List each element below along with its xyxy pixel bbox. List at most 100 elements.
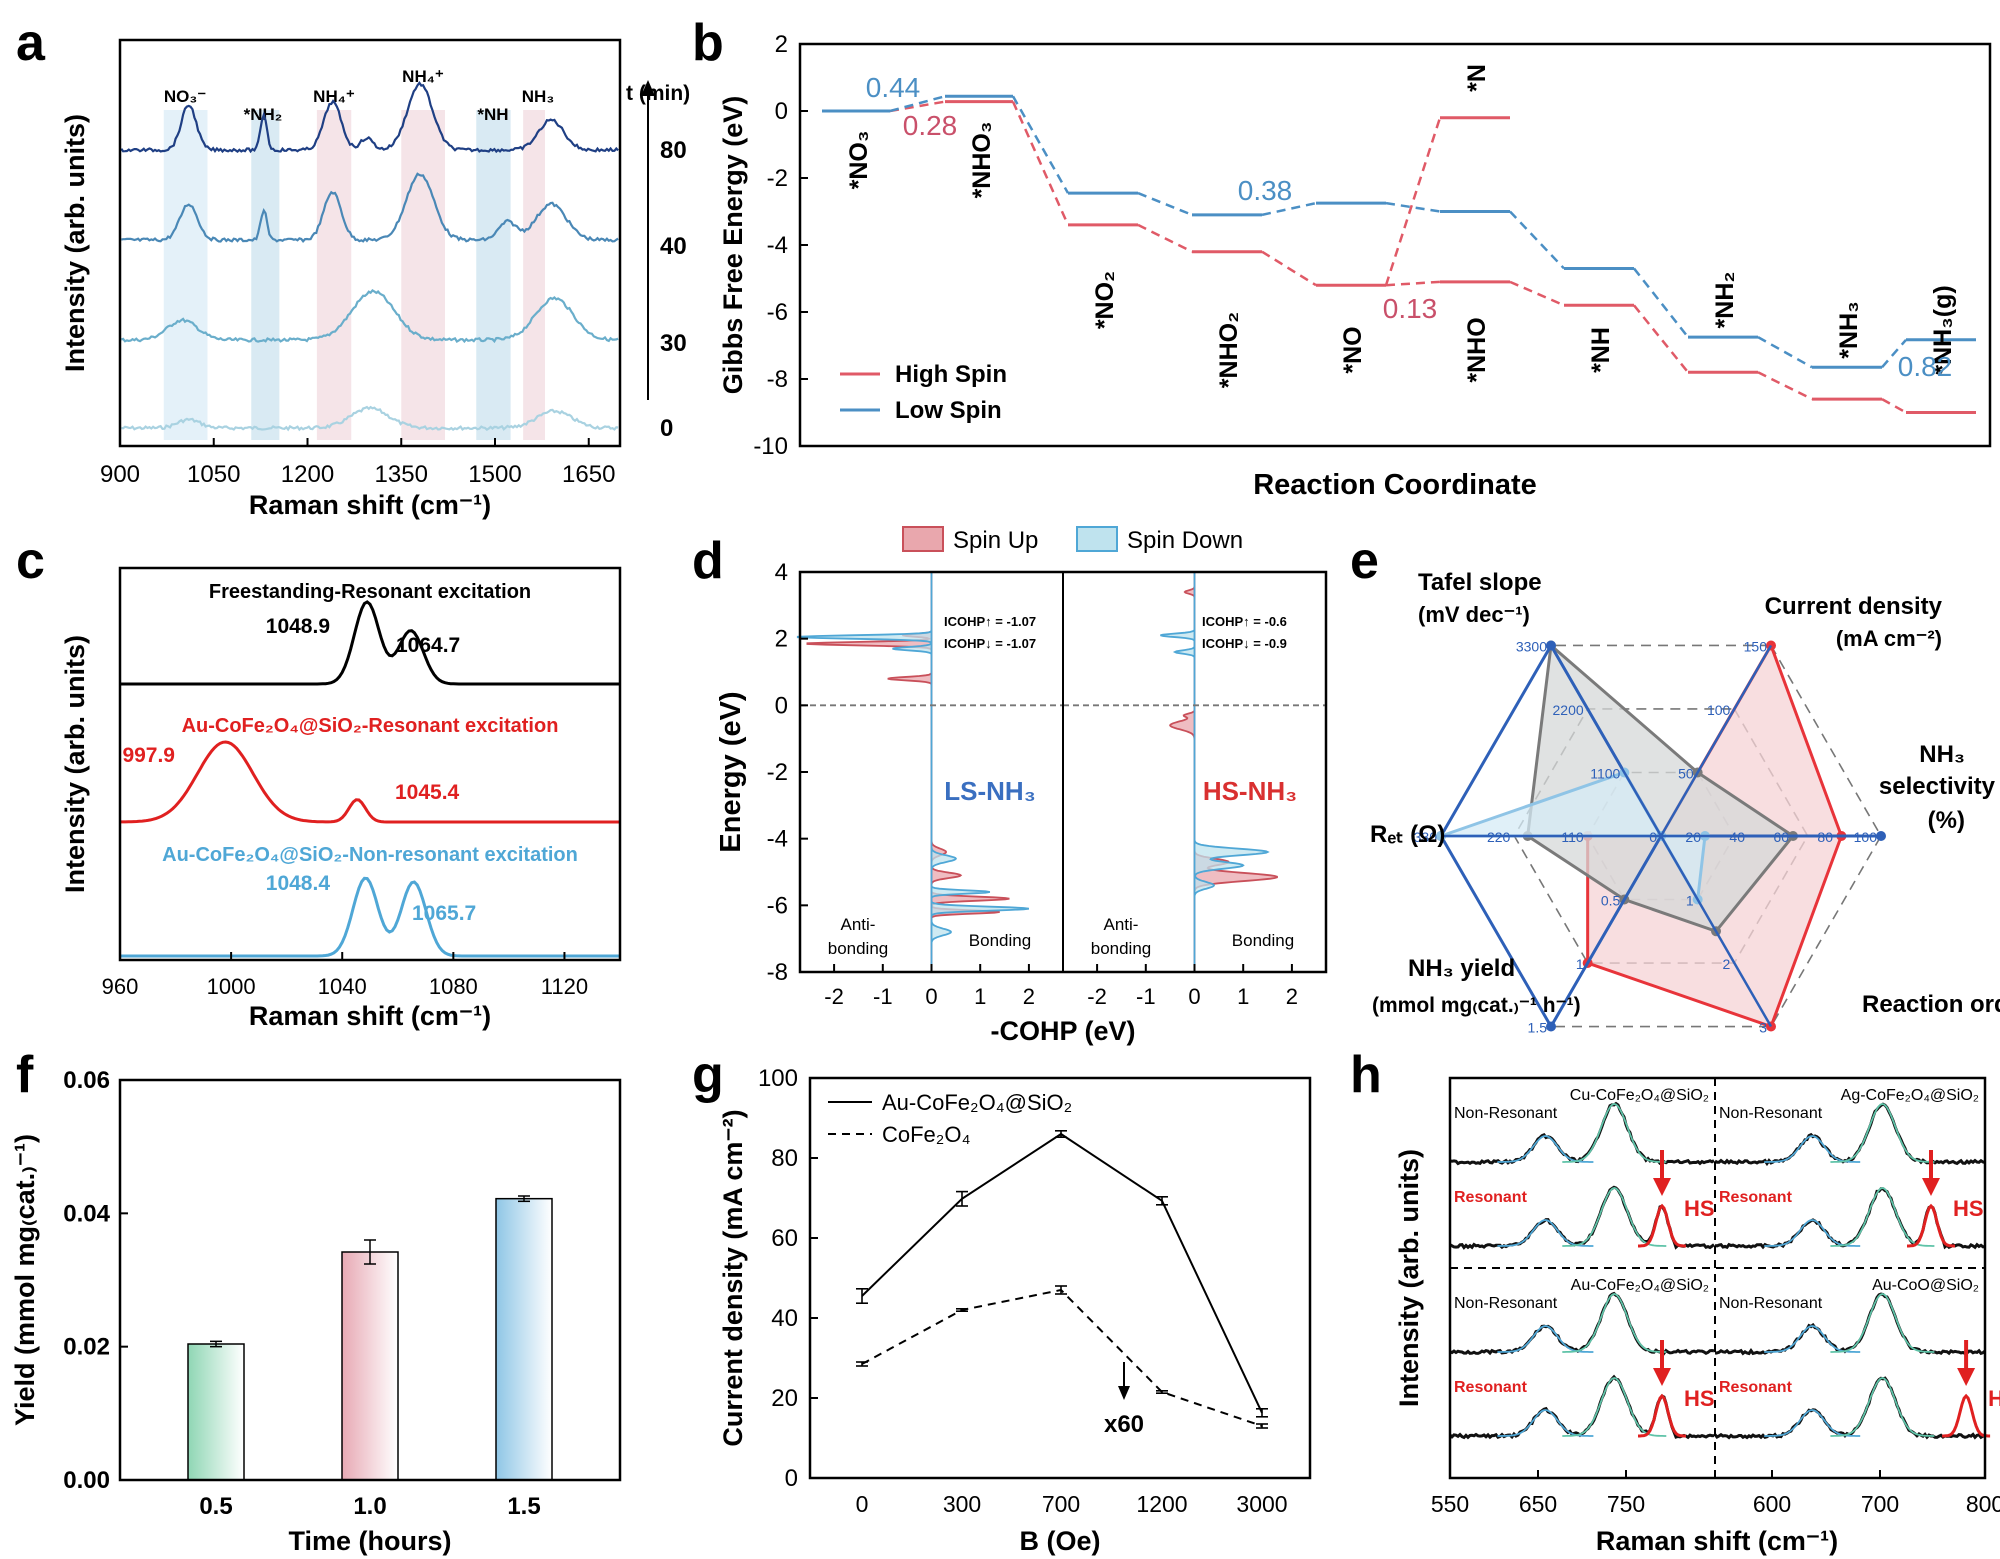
series-line-1 [861, 1288, 1263, 1427]
spectrum-line-t0 [121, 405, 619, 432]
axis-name: NH₃ [1919, 741, 1965, 768]
non-resonant-label: Non-Resonant [1454, 1295, 1558, 1312]
panel-g-current-density: Au-CoFe₂O₄@SiO₂ CoFe₂O₄ 0 20 40 60 80 100 0 300 70… [718, 1065, 1312, 1556]
energy-connector-0-8 [1757, 371, 1813, 401]
radar-tick-label: 220 [1487, 829, 1511, 845]
y-tick-label: 0.06 [63, 1067, 110, 1094]
x-tick-label: -2 [1087, 984, 1107, 1009]
series-title: Au-CoFe₂O₄@SiO₂-Resonant excitation [182, 715, 559, 737]
spectrum-line-t30 [121, 288, 619, 344]
axis-name: Current density [1765, 593, 1943, 620]
y-axis-label: Gibbs Free Energy (eV) [718, 96, 748, 395]
energy-connector-1-8 [1757, 336, 1813, 369]
annotation-arrow-head [1118, 1386, 1130, 1400]
energy-connector-1-6 [1509, 210, 1565, 270]
fit-component [1764, 1325, 1861, 1353]
x-tick-label: 3000 [1236, 1491, 1287, 1517]
x-tick-label: -2 [824, 984, 844, 1009]
y-tick-label: 0 [785, 1465, 798, 1492]
energy-connector-0-3 [1137, 223, 1193, 253]
radar-tick-label: 110 [1561, 829, 1584, 845]
axis-unit: (mA cm⁻²) [1836, 626, 1942, 651]
radar-tick-label: 330 [1414, 829, 1438, 845]
highlight-band [251, 110, 280, 440]
x-axis-label: -COHP (eV) [990, 1016, 1135, 1046]
axis-unit: (mmol mg₍cat.₎⁻¹ h⁻¹) [1372, 994, 1581, 1017]
fit-component [1497, 1325, 1594, 1353]
region-label: Bonding [969, 931, 1031, 950]
x-tick-label: 700 [1861, 1491, 1899, 1517]
species-label: *NO₃ [845, 131, 873, 190]
plot-frame [1448, 1076, 1987, 1480]
x-tick-label: 650 [1519, 1491, 1557, 1517]
peak-label: 1045.4 [395, 781, 460, 804]
y-tick-label: -2 [767, 165, 788, 192]
radar-tick-label: 2 [1723, 956, 1731, 972]
radar-tick-label: 1.5 [1528, 1020, 1548, 1036]
hs-arrow-head [1922, 1178, 1940, 1196]
y-axis-label: Intensity (arb. units) [60, 114, 90, 372]
fit-component [1830, 1293, 1935, 1353]
peak-label: 1064.7 [396, 634, 460, 657]
radar-tick-label: 3 [1759, 1020, 1767, 1036]
x-tick-label: 1 [1237, 984, 1249, 1009]
x-tick-label: 1050 [187, 461, 240, 488]
subpanel-title: HS-NH₃ [1203, 776, 1297, 806]
bar [341, 1251, 399, 1481]
hs-arrow-head [1653, 1178, 1671, 1196]
time-label: 30 [660, 330, 687, 357]
resonant-label: Resonant [1454, 1189, 1528, 1206]
radar-tick-label: 40 [1729, 829, 1745, 845]
x-tick-label: 0.5 [199, 1493, 232, 1520]
radar-tick-label: 20 [1685, 829, 1701, 845]
energy-connector-0-1 [889, 100, 946, 113]
species-label: *NH [1587, 327, 1615, 373]
peak-label: 1048.4 [266, 872, 331, 895]
hs-arrow-head [1653, 1368, 1671, 1386]
energy-barrier-label: 0.82 [1898, 351, 1953, 382]
hs-fit-component [1638, 1203, 1686, 1248]
time-label: 0 [660, 415, 673, 442]
x-tick-label: 1200 [1136, 1491, 1187, 1517]
panel-label-g: g [692, 1046, 724, 1104]
y-tick-label: 60 [771, 1225, 798, 1252]
y-axis-label: Intensity (arb. units) [1394, 1149, 1424, 1407]
panel-c-raman-excitation: Freestanding-Resonant excitation Au-CoFe₂… [60, 566, 622, 1031]
axis-name: Rₑₜ (Ω) [1370, 821, 1445, 848]
subpanel-title: LS-NH₃ [944, 776, 1035, 806]
species-label: *NHO [1463, 317, 1491, 382]
x-tick-label: 800 [1966, 1491, 2000, 1517]
y-tick-label: -6 [767, 299, 788, 326]
icohp-down-label: ICOHP↓ = -1.07 [944, 636, 1036, 651]
cohp-area-down [796, 572, 1030, 972]
hs-fit-component [1907, 1203, 1955, 1248]
x-tick-label: 1650 [562, 461, 615, 488]
highlight-band [523, 110, 545, 440]
energy-connector-1-1 [889, 95, 946, 113]
legend-label: High Spin [895, 361, 1007, 388]
icohp-up-label: ICOHP↑ = -0.6 [1202, 614, 1287, 629]
radar-tick-label: 0 [1649, 829, 1657, 845]
legend-label: Spin Up [953, 527, 1038, 554]
panel-b-gibbs-energy: 2 0 -2 -4 -6 -8 -10 Gibbs Free Energy (eV) React… [718, 31, 1992, 501]
y-tick-label: 80 [771, 1145, 798, 1172]
x-tick-label: 1.5 [507, 1493, 540, 1520]
hs-label: HS [1684, 1386, 1715, 1411]
panel-h-raman-fits: HS Non-Resonant Resonant Cu-CoFe₂O₄@SiO₂ HS N… [1394, 1076, 2000, 1556]
hs-arrow-head [1957, 1368, 1976, 1386]
x-axis-label: Raman shift (cm⁻¹) [1596, 1526, 1838, 1556]
y-tick-label: 0.02 [63, 1334, 110, 1361]
hs-fit-component [1942, 1393, 1991, 1438]
radar-tick-label: 2200 [1553, 702, 1584, 718]
hs-label: HS [1953, 1196, 1984, 1221]
hs-label: HS [1684, 1196, 1715, 1221]
energy-connector-0-2 [1011, 101, 1070, 226]
spectrum-line-1 [120, 740, 620, 824]
region-label: Anti- [841, 915, 876, 934]
x-tick-label: 750 [1607, 1491, 1645, 1517]
energy-connector-1-2 [1011, 95, 1070, 194]
x-tick-label: 300 [943, 1491, 981, 1517]
x-tick-label: 1040 [318, 974, 367, 999]
y-tick-label: -2 [767, 759, 788, 786]
